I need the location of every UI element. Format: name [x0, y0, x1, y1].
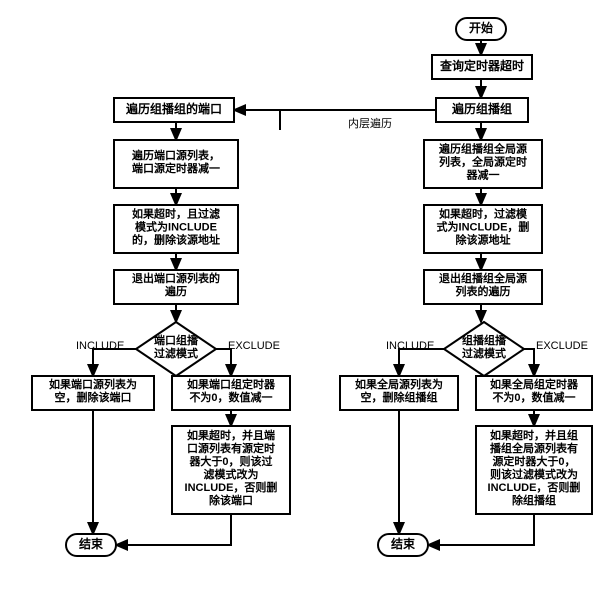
svg-text:退出组播组全局源: 退出组播组全局源 [439, 271, 527, 285]
node-start: 开始 [456, 18, 506, 40]
svg-text:遍历组播组的端口: 遍历组播组的端口 [125, 101, 222, 116]
flowchart: 开始查询定时器超时遍历组播组 遍历组播组的端口遍历组播组全局源列表，全局源定时器减… [0, 0, 600, 603]
svg-text:列表，全局源定时: 列表，全局源定时 [439, 155, 527, 169]
svg-text:INCLUDE，否则删: INCLUDE，否则删 [185, 480, 278, 494]
edge [399, 349, 444, 376]
svg-text:查询定时器超时: 查询定时器超时 [439, 58, 524, 73]
svg-text:INCLUDE，否则删: INCLUDE，否则删 [488, 480, 581, 494]
svg-text:如果超时，并且组: 如果超时，并且组 [490, 428, 578, 442]
svg-text:除该源地址: 除该源地址 [456, 233, 511, 247]
svg-text:不为0，数值减一: 不为0，数值减一 [492, 390, 575, 404]
label-inner_label: 内层遍历 [348, 116, 392, 130]
node-query_timeout: 查询定时器超时 [432, 55, 532, 79]
svg-text:口源列表有源定时: 口源列表有源定时 [187, 441, 275, 455]
svg-text:不为0，数值减一: 不为0，数值减一 [189, 390, 272, 404]
node-r_right_bot: 如果超时，并且组播组全局源列表有源定时器大于0，则该过滤模式改为INCLUDE，… [476, 426, 592, 514]
svg-text:端口组播: 端口组播 [154, 333, 199, 347]
svg-text:源定时器大于0，: 源定时器大于0， [492, 454, 575, 468]
svg-text:遍历组播组: 遍历组播组 [451, 101, 512, 116]
svg-text:空，删除该端口: 空，删除该端口 [55, 390, 132, 404]
edge [93, 349, 136, 376]
svg-text:退出端口源列表的: 退出端口源列表的 [132, 271, 220, 285]
node-l_diamond: 端口组播过滤模式 [136, 322, 216, 376]
svg-text:播组全局源列表有: 播组全局源列表有 [490, 441, 578, 455]
svg-text:除组播组: 除组播组 [512, 493, 556, 507]
svg-text:模式为INCLUDE: 模式为INCLUDE [135, 220, 217, 234]
svg-text:结束: 结束 [391, 536, 416, 551]
label-exclude_r: EXCLUDE [536, 340, 588, 352]
svg-text:除该端口: 除该端口 [209, 493, 253, 507]
edge [524, 349, 534, 376]
node-l_right_top: 如果端口组定时器不为0，数值减一 [172, 376, 290, 410]
svg-text:如果超时，且过滤: 如果超时，且过滤 [132, 207, 220, 221]
node-l_right_bot: 如果超时，并且端口源列表有源定时器大于0，则该过滤模式改为INCLUDE，否则删… [172, 426, 290, 514]
svg-text:遍历组播组全局源: 遍历组播组全局源 [438, 142, 527, 156]
svg-text:如果端口源列表为: 如果端口源列表为 [49, 377, 137, 391]
node-trav_port: 遍历组播组的端口 [114, 98, 234, 122]
svg-text:如果全局组定时器: 如果全局组定时器 [490, 377, 579, 391]
svg-text:如果超时，并且端: 如果超时，并且端 [187, 428, 275, 442]
node-r_exit: 退出组播组全局源列表的遍历 [424, 270, 542, 304]
label-include_r: INCLUDE [386, 340, 434, 352]
label-exclude_l: EXCLUDE [228, 340, 280, 352]
svg-text:列表的遍历: 列表的遍历 [456, 284, 511, 298]
edge [234, 110, 436, 130]
node-l_left: 如果端口源列表为空，删除该端口 [32, 376, 154, 410]
svg-text:过滤模式: 过滤模式 [154, 346, 198, 360]
node-r_left: 如果全局源列表为空，删除组播组 [340, 376, 458, 410]
node-r_timeout: 如果超时，过滤模式为INCLUDE，删除该源地址 [424, 205, 542, 253]
svg-text:组播组播: 组播组播 [462, 333, 507, 347]
node-l_end: 结束 [66, 534, 116, 556]
node-l_exit: 退出端口源列表的遍历 [114, 270, 238, 304]
svg-text:如果全局源列表为: 如果全局源列表为 [355, 377, 443, 391]
svg-text:端口源定时器减一: 端口源定时器减一 [132, 161, 220, 175]
label-include_l: INCLUDE [76, 340, 124, 352]
node-l_trav_src: 遍历端口源列表，端口源定时器减一 [114, 140, 238, 188]
svg-text:器大于0，则该过: 器大于0，则该过 [188, 454, 272, 468]
edge [116, 514, 231, 545]
svg-text:滤模式改为: 滤模式改为 [204, 467, 259, 481]
edge [428, 514, 534, 545]
svg-text:式为INCLUDE，删: 式为INCLUDE，删 [437, 220, 530, 234]
node-r_diamond: 组播组播过滤模式 [444, 322, 524, 376]
svg-text:则该过滤模式改为: 则该过滤模式改为 [490, 467, 578, 481]
svg-text:如果端口组定时器: 如果端口组定时器 [187, 377, 276, 391]
node-l_timeout: 如果超时，且过滤模式为INCLUDE的，删除该源地址 [114, 205, 238, 253]
node-r_right_top: 如果全局组定时器不为0，数值减一 [476, 376, 592, 410]
svg-text:的，删除该源地址: 的，删除该源地址 [132, 233, 220, 247]
svg-text:开始: 开始 [469, 20, 493, 35]
node-r_end: 结束 [378, 534, 428, 556]
svg-text:空，删除组播组: 空，删除组播组 [361, 390, 438, 404]
node-trav_group: 遍历组播组 [436, 98, 528, 122]
svg-text:过滤模式: 过滤模式 [462, 346, 506, 360]
svg-text:器减一: 器减一 [466, 168, 500, 182]
svg-text:结束: 结束 [79, 536, 104, 551]
svg-text:遍历: 遍历 [164, 284, 187, 298]
svg-text:遍历端口源列表，: 遍历端口源列表， [131, 148, 220, 162]
svg-text:如果超时，过滤模: 如果超时，过滤模 [439, 207, 528, 221]
edge [216, 349, 231, 376]
node-r_trav_src: 遍历组播组全局源列表，全局源定时器减一 [424, 140, 542, 188]
